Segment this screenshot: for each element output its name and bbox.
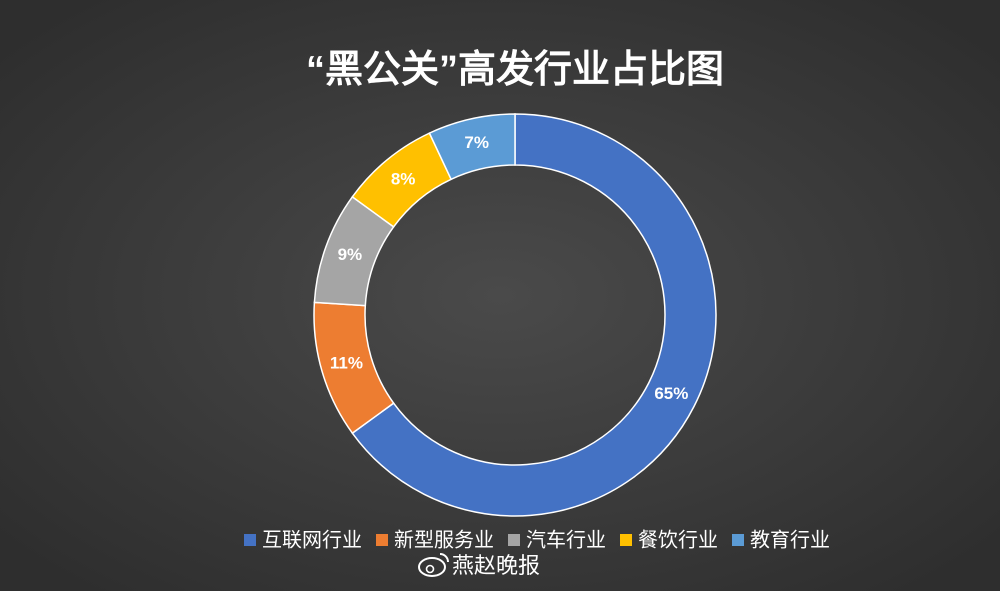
chart-title: “黑公关”高发行业占比图	[306, 49, 724, 91]
legend-swatch	[508, 534, 520, 546]
legend-swatch	[620, 534, 632, 546]
data-label: 7%	[464, 133, 489, 152]
legend-label: 汽车行业	[526, 528, 606, 551]
data-label: 9%	[338, 245, 363, 264]
donut-slice	[428, 113, 516, 181]
legend-swatch	[376, 534, 388, 546]
legend-swatch	[732, 534, 744, 546]
legend-label: 餐饮行业	[638, 528, 718, 551]
legend-label: 教育行业	[750, 528, 830, 551]
legend-label: 新型服务业	[394, 528, 494, 551]
data-label: 8%	[391, 169, 416, 188]
weibo-icon	[418, 553, 449, 577]
legend-swatch	[244, 534, 256, 546]
donut-slice	[351, 113, 717, 517]
legend-label: 互联网行业	[262, 528, 362, 551]
legend: 互联网行业 新型服务业 汽车行业 餐饮行业 教育行业	[244, 528, 830, 551]
data-label: 11%	[330, 353, 363, 372]
watermark: 燕赵晚报	[452, 553, 540, 578]
data-label: 65%	[654, 384, 688, 403]
